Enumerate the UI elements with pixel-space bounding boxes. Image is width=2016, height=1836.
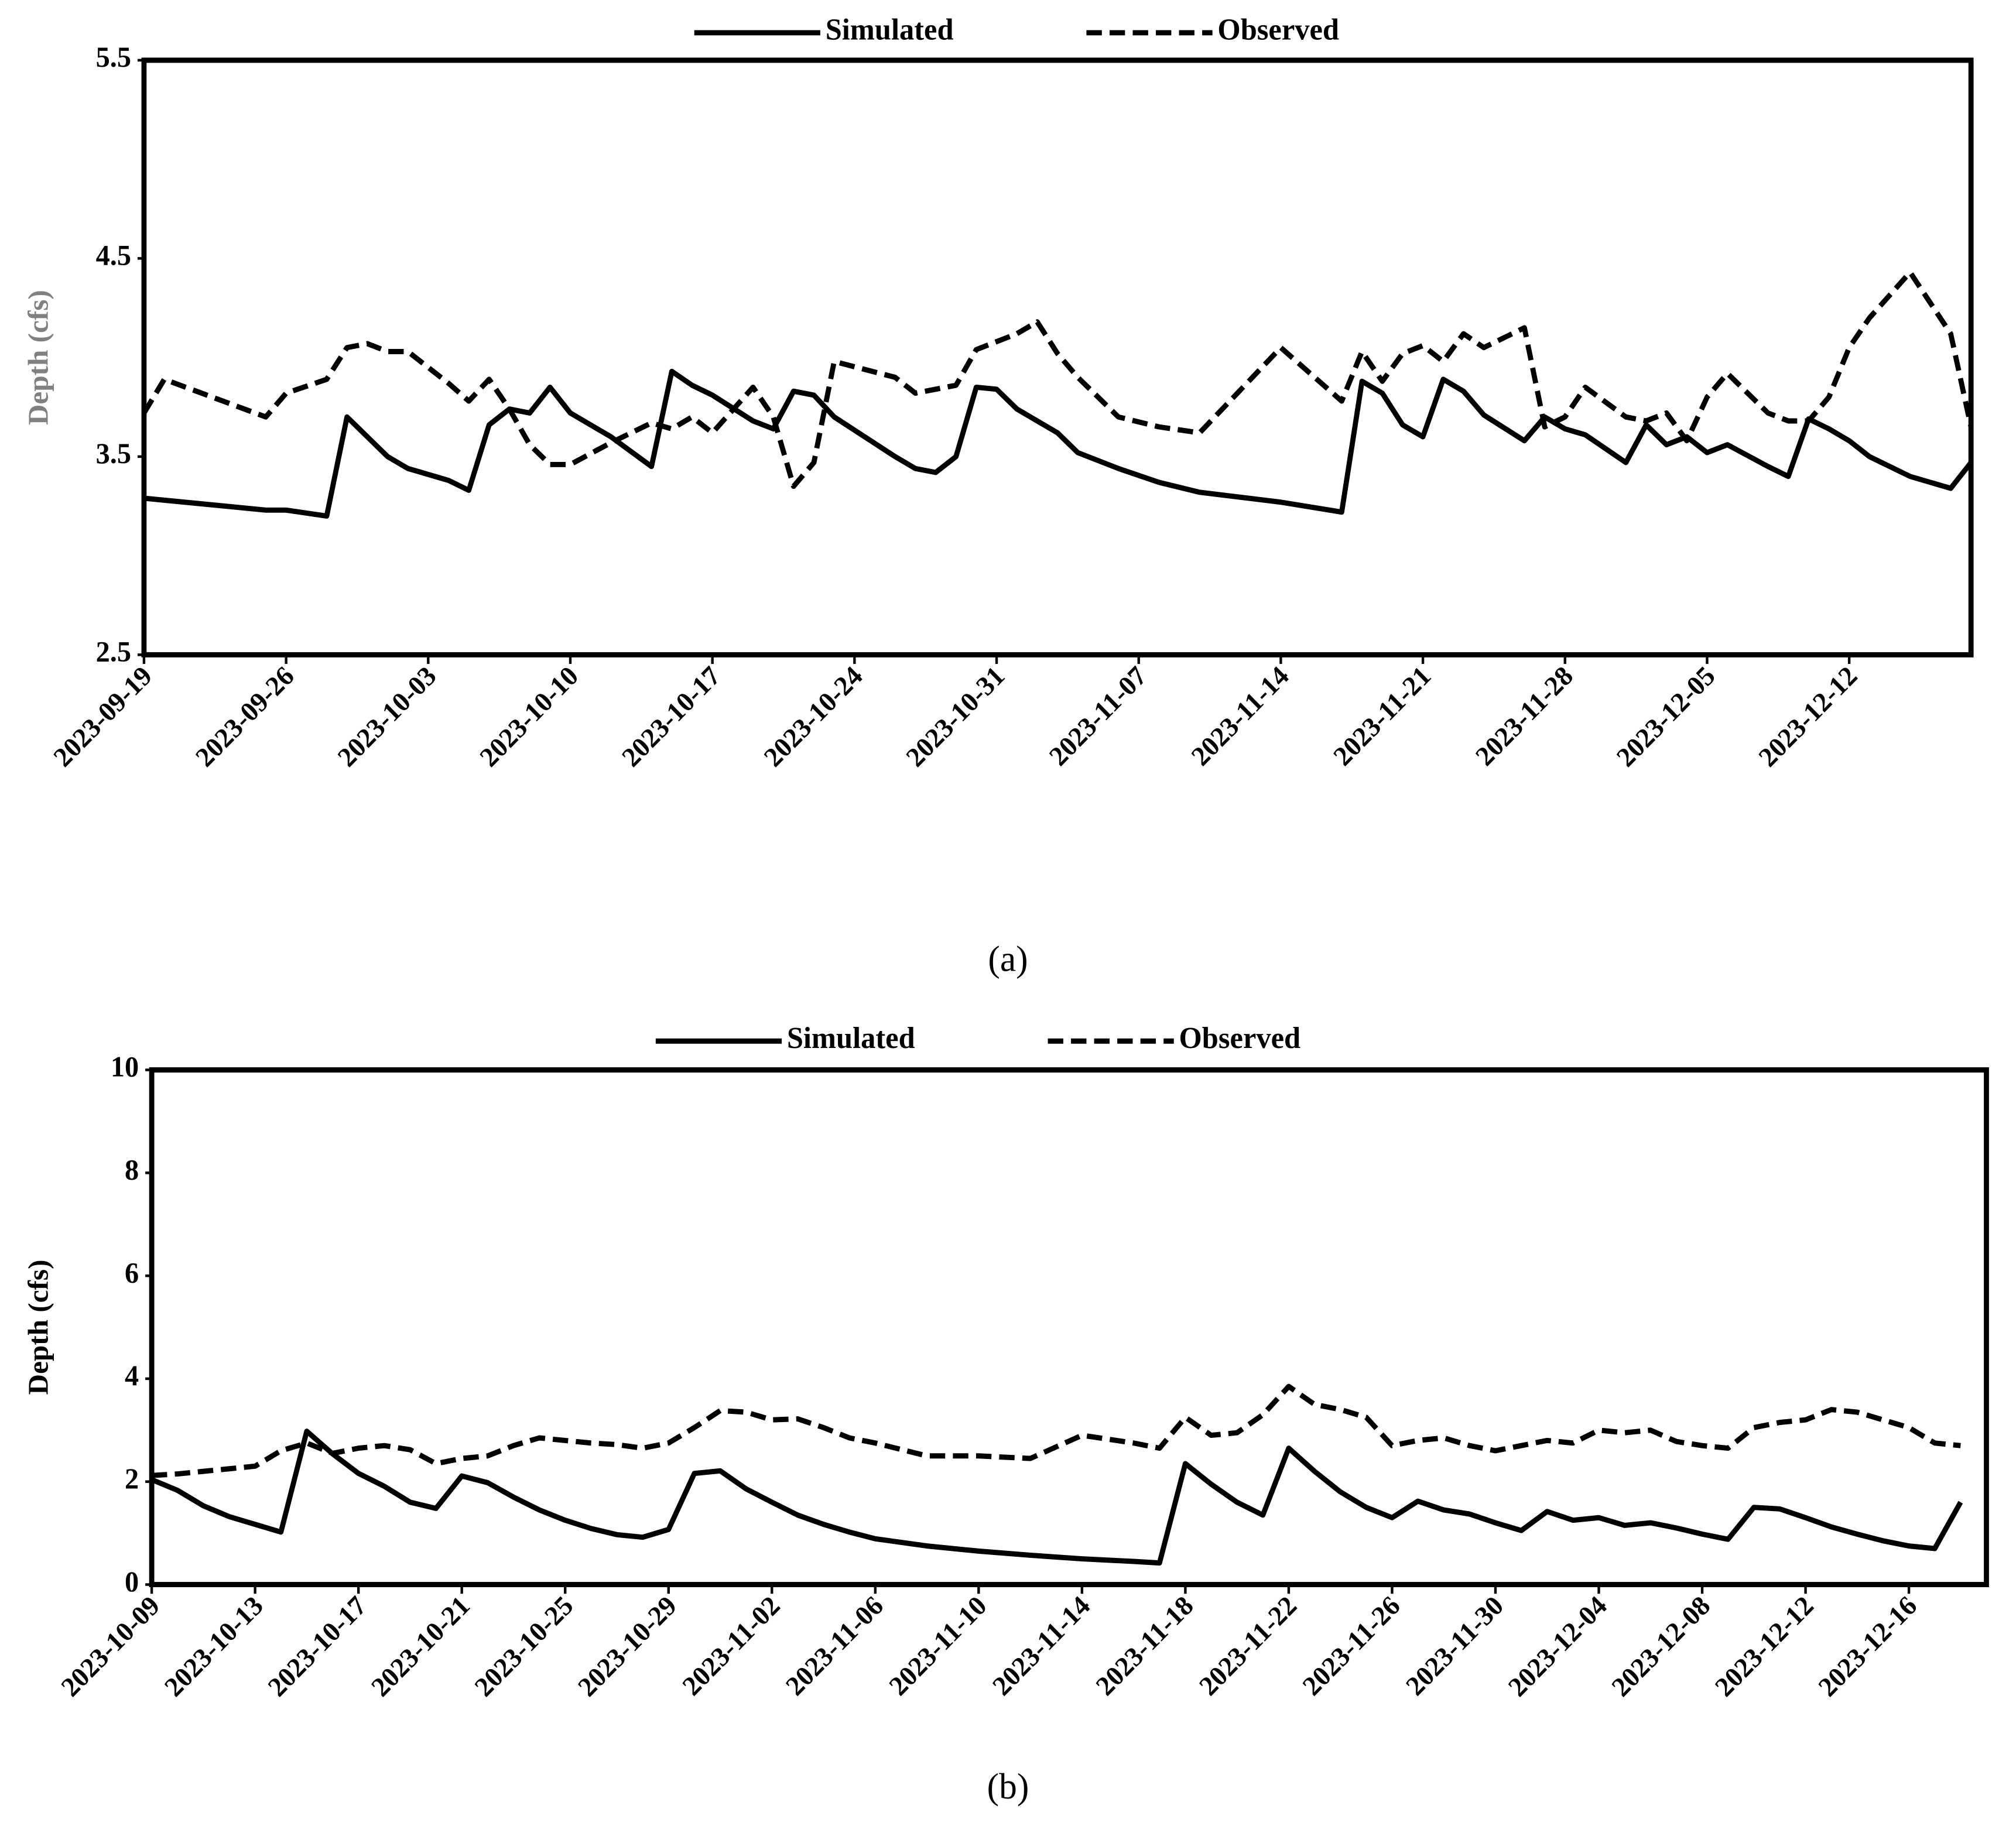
plot-frame — [149, 1067, 1989, 1588]
x-tick-label: 2023-10-24 — [758, 661, 868, 773]
legend-label: Observed — [1217, 13, 1339, 47]
x-tick-label: 2023-12-04 — [1503, 1591, 1613, 1703]
x-tick-label: 2023-10-10 — [474, 661, 584, 773]
y-tick-label: 6 — [125, 1257, 139, 1289]
data-line — [150, 1429, 1963, 1566]
x-tick-label: 2023-10-03 — [332, 661, 442, 773]
data-line — [143, 368, 1973, 519]
y-tick-label: 5.5 — [96, 42, 131, 73]
y-tick-label: 2 — [125, 1463, 139, 1495]
legend-label: Observed — [1179, 1022, 1301, 1056]
x-tick-label: 2023-11-02 — [677, 1591, 786, 1702]
x-tick-label: 2023-11-14 — [1186, 661, 1295, 772]
x-tick-label: 2023-12-12 — [1710, 1591, 1820, 1703]
data-line — [142, 269, 1974, 489]
x-tick-label: 2023-11-26 — [1297, 1591, 1406, 1702]
x-tick-label: 2023-10-21 — [366, 1591, 476, 1703]
x-tick-label: 2023-12-05 — [1611, 661, 1721, 773]
x-tick-label: 2023-11-10 — [884, 1591, 992, 1702]
y-tick-label: 2.5 — [96, 636, 131, 667]
x-tick-label: 2023-11-28 — [1470, 661, 1579, 772]
x-tick-label: 2023-09-19 — [48, 661, 158, 773]
y-tick-label: 10 — [111, 1051, 139, 1083]
x-tick-label: 2023-10-17 — [617, 661, 727, 773]
x-tick-label: 2023-11-30 — [1401, 1591, 1510, 1702]
x-tick-label: 2023-10-31 — [901, 661, 1011, 773]
legend-label: Simulated — [826, 13, 954, 47]
legend-label: Simulated — [787, 1022, 915, 1056]
y-tick-label: 0 — [125, 1566, 139, 1597]
x-tick-label: 2023-10-09 — [56, 1591, 166, 1703]
caption: (a) — [988, 939, 1028, 979]
x-tick-label: 2023-09-26 — [190, 661, 300, 773]
y-tick-label: 3.5 — [96, 438, 131, 470]
y-axis-title: Depth (cfs) — [23, 290, 54, 425]
y-axis-title: Depth (cfs) — [23, 1260, 54, 1395]
x-tick-label: 2023-11-07 — [1044, 661, 1153, 772]
caption: (b) — [987, 1767, 1029, 1807]
x-tick-label: 2023-11-22 — [1194, 1591, 1303, 1702]
y-tick-label: 4.5 — [96, 239, 131, 271]
x-tick-label: 2023-11-18 — [1090, 1591, 1199, 1702]
data-line — [151, 1383, 1961, 1478]
x-tick-label: 2023-11-21 — [1328, 661, 1437, 772]
y-tick-label: 8 — [125, 1154, 139, 1186]
x-tick-label: 2023-12-16 — [1813, 1591, 1923, 1703]
x-tick-label: 2023-11-14 — [987, 1591, 1096, 1702]
x-tick-label: 2023-11-06 — [781, 1591, 889, 1702]
x-tick-label: 2023-10-29 — [573, 1591, 683, 1703]
y-tick-label: 4 — [125, 1360, 139, 1392]
x-tick-label: 2023-12-12 — [1753, 661, 1863, 773]
x-tick-label: 2023-12-08 — [1606, 1591, 1716, 1703]
plot-frame — [141, 57, 1974, 657]
x-tick-label: 2023-10-25 — [469, 1591, 579, 1703]
x-tick-label: 2023-10-13 — [159, 1591, 269, 1703]
x-tick-label: 2023-10-17 — [262, 1591, 372, 1703]
